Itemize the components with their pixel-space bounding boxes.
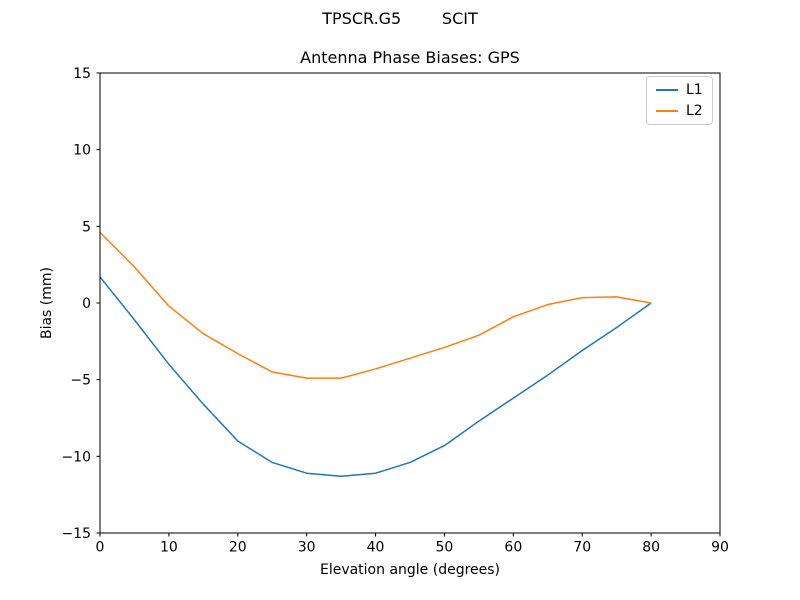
x-tick-label: 20 xyxy=(229,540,247,556)
x-tick-label: 10 xyxy=(160,540,178,556)
y-tick-label: −5 xyxy=(70,373,91,389)
y-tick-label: 10 xyxy=(73,143,91,159)
legend-label-l2: L2 xyxy=(686,103,703,119)
x-tick-label: 70 xyxy=(573,540,591,556)
axes-frame xyxy=(99,72,721,534)
l2-line-swatch xyxy=(656,110,678,112)
x-tick-label: 40 xyxy=(367,540,385,556)
x-tick-label: 0 xyxy=(96,540,105,556)
legend-item-l2: L2 xyxy=(656,103,703,119)
y-tick-label: −10 xyxy=(61,449,91,465)
y-tick-label: −15 xyxy=(61,526,91,542)
chart-title: Antenna Phase Biases: GPS xyxy=(300,48,520,67)
legend-item-l1: L1 xyxy=(656,82,703,98)
y-tick-label: 15 xyxy=(73,66,91,82)
x-tick-label: 80 xyxy=(642,540,660,556)
x-tick-label: 60 xyxy=(504,540,522,556)
x-tick-label: 90 xyxy=(711,540,729,556)
figure-suptitle: TPSCR.G5 SCIT xyxy=(322,9,478,28)
y-axis-label: Bias (mm) xyxy=(39,266,55,340)
y-tick-label: 5 xyxy=(82,219,91,235)
legend[interactable]: L1 L2 xyxy=(646,76,713,125)
x-tick-label: 30 xyxy=(298,540,316,556)
x-tick-label: 50 xyxy=(436,540,454,556)
series-line-l1 xyxy=(99,276,652,478)
legend-label-l1: L1 xyxy=(686,82,703,98)
series-line-l2 xyxy=(99,231,652,379)
y-tick-label: 0 xyxy=(82,296,91,312)
x-axis-label: Elevation angle (degrees) xyxy=(319,562,501,578)
l1-line-swatch xyxy=(656,89,678,91)
